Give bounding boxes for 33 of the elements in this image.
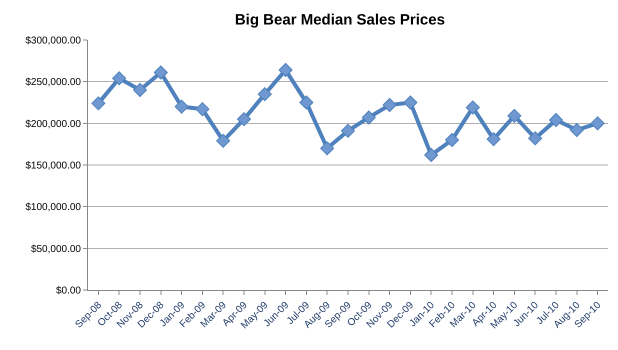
point xyxy=(320,141,334,156)
chart-title: Big Bear Median Sales Prices xyxy=(234,12,445,28)
point xyxy=(258,87,272,102)
y-tick-label: $100,000.00 xyxy=(25,202,82,214)
y-tick-label: $50,000.00 xyxy=(30,244,82,255)
point xyxy=(507,108,522,123)
y-tick-label: $300,000.00 xyxy=(25,36,82,46)
point xyxy=(445,133,459,147)
point xyxy=(341,124,355,138)
point xyxy=(549,113,563,127)
point xyxy=(154,66,168,80)
point xyxy=(570,123,584,137)
y-tick-label: $0.00 xyxy=(56,286,82,296)
point xyxy=(174,100,189,114)
point xyxy=(424,148,438,162)
point xyxy=(237,112,251,126)
point xyxy=(299,96,314,110)
y-tick-label: $200,000.00 xyxy=(25,118,82,130)
point xyxy=(278,63,293,77)
point xyxy=(112,71,126,86)
point xyxy=(466,100,480,114)
point xyxy=(528,131,542,146)
y-tick-label: $150,000.00 xyxy=(25,160,82,172)
y-tick-label: $250,000.00 xyxy=(25,77,82,88)
point xyxy=(133,83,147,97)
point xyxy=(403,96,418,110)
point xyxy=(216,134,230,148)
point xyxy=(362,110,376,124)
point xyxy=(195,102,210,116)
point xyxy=(486,132,501,146)
point xyxy=(91,96,106,110)
point xyxy=(590,116,605,130)
point xyxy=(382,98,397,112)
